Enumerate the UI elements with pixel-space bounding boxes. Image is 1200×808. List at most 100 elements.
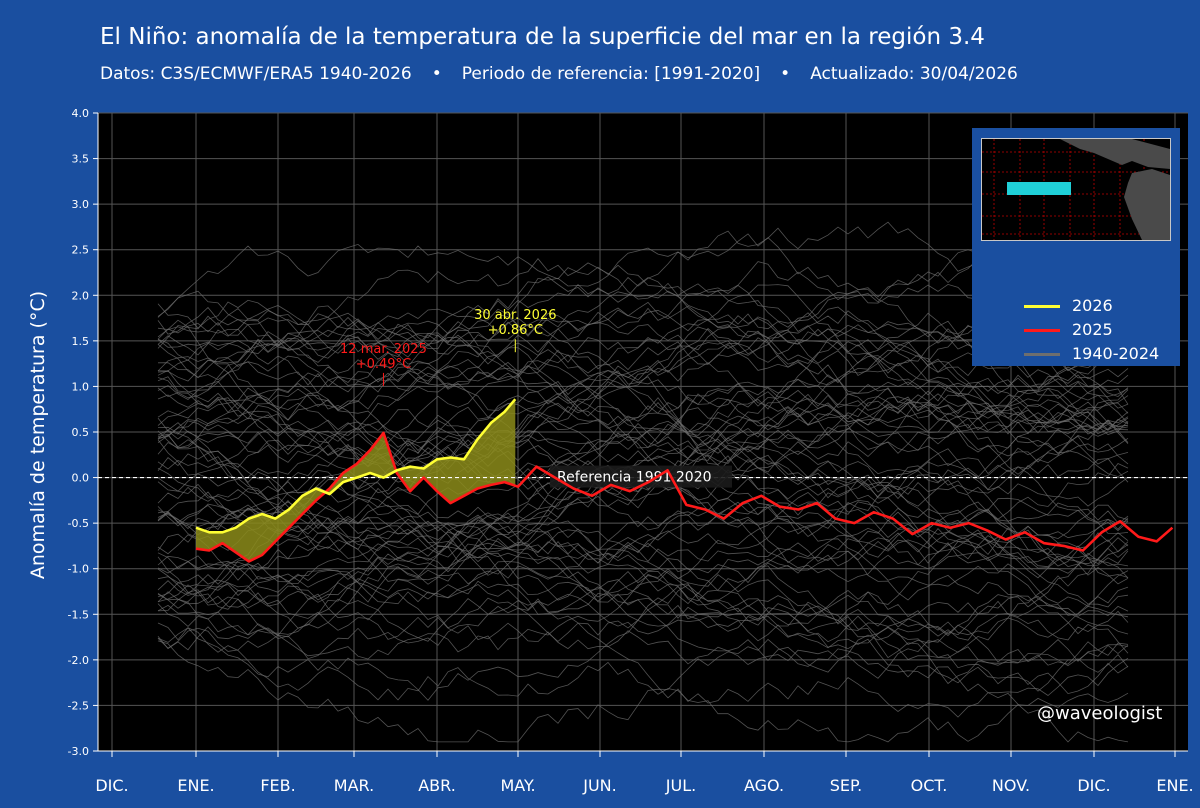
axes: 4.0 3.5 3.0 2.5 2.0 1.5 1.0 0.5 0.0 -0.5 -1.0 -1.5 -… xyxy=(68,107,1194,795)
y-tick-label: -3.0 xyxy=(68,745,89,758)
historic-year-line xyxy=(157,379,1129,471)
historic-year-line xyxy=(157,560,1129,638)
north-america-landmass xyxy=(1060,139,1170,169)
x-tick-label: NOV. xyxy=(992,776,1030,795)
historic-year-line xyxy=(157,305,1129,426)
historic-year-line xyxy=(157,592,1129,663)
historic-lines-1940-2024 xyxy=(157,208,1129,743)
historic-year-line xyxy=(157,511,1129,617)
legend-label-2025: 2025 xyxy=(1072,320,1113,339)
historic-year-line xyxy=(157,638,1129,743)
historic-year-line xyxy=(157,517,1129,622)
historic-year-line xyxy=(157,514,1129,635)
subtitle-reference-period: Periodo de referencia: [1991-2020] xyxy=(461,64,761,84)
historic-year-line xyxy=(157,319,1129,450)
historic-year-line xyxy=(157,517,1129,692)
historic-year-line xyxy=(157,542,1129,651)
historic-year-line xyxy=(157,366,1129,495)
chart-title: El Niño: anomalía de la temperatura de l… xyxy=(100,24,985,50)
data-series xyxy=(195,398,1174,563)
y-tick-label: 4.0 xyxy=(72,107,90,120)
legend-label-2026: 2026 xyxy=(1072,296,1113,315)
historic-year-line xyxy=(157,513,1129,718)
y-tick-label: -0.5 xyxy=(68,517,89,530)
historic-year-line xyxy=(157,466,1129,583)
x-tick-label: JUN. xyxy=(582,776,616,795)
historic-year-line xyxy=(157,258,1129,435)
historic-year-line xyxy=(157,500,1129,641)
x-tick-label: ENE. xyxy=(177,776,214,795)
historic-year-line xyxy=(157,516,1129,695)
y-tick-label: 2.0 xyxy=(72,289,90,302)
legend-swatch-historic xyxy=(1024,353,1060,356)
legend-swatch-2026 xyxy=(1024,305,1060,308)
y-tick-label: 3.0 xyxy=(72,198,90,211)
historic-year-line xyxy=(157,504,1129,673)
x-tick-label: ABR. xyxy=(418,776,456,795)
x-tick-label: SEP. xyxy=(830,776,863,795)
historic-year-line xyxy=(157,361,1129,535)
historic-year-line xyxy=(157,320,1129,459)
reference-label-background xyxy=(550,465,732,488)
historic-year-line xyxy=(157,310,1129,444)
subtitle-updated: Actualizado: 30/04/2026 xyxy=(810,64,1018,84)
historic-year-line xyxy=(157,370,1129,499)
historic-year-line xyxy=(157,290,1129,465)
subtitle-separator: • xyxy=(780,64,791,84)
annotation-date: 12 mar. 2025 xyxy=(340,342,427,357)
reference-label-group: Referencia 1991 2020 xyxy=(550,465,732,488)
x-tick-label: DIC. xyxy=(95,776,128,795)
historic-year-line xyxy=(157,327,1129,495)
legend-label-historic: 1940-2024 xyxy=(1072,344,1160,363)
series-line-2026 xyxy=(195,398,517,534)
y-tick-label: 0.0 xyxy=(72,472,90,485)
historic-year-line xyxy=(157,430,1129,580)
historic-year-line xyxy=(157,354,1129,484)
historic-year-line xyxy=(157,221,1129,350)
historic-year-line xyxy=(157,532,1129,701)
x-tick-label: AGO. xyxy=(744,776,784,795)
x-tick-label: DIC. xyxy=(1077,776,1110,795)
y-tick-label: 0.5 xyxy=(72,426,90,439)
y-tick-label: 1.0 xyxy=(72,380,90,393)
historic-year-line xyxy=(157,526,1129,653)
historic-year-line xyxy=(157,315,1129,501)
x-tick-label: MAR. xyxy=(334,776,374,795)
reference-label: Referencia 1991 2020 xyxy=(557,470,712,486)
nino34-region-box xyxy=(1007,182,1071,195)
y-tick-label: 3.5 xyxy=(72,153,90,166)
historic-year-line xyxy=(157,486,1129,584)
historic-year-line xyxy=(157,243,1129,435)
historic-year-line xyxy=(157,208,1129,382)
historic-year-line xyxy=(157,398,1129,480)
y-tick-label: -1.0 xyxy=(68,563,89,576)
chart-subtitle: Datos: C3S/ECMWF/ERA5 1940-2026 • Periodo … xyxy=(100,64,1018,84)
historic-year-line xyxy=(157,592,1129,673)
x-tick-label: JUL. xyxy=(665,776,696,795)
series-line-2025 xyxy=(195,431,1174,563)
historic-year-line xyxy=(157,622,1129,743)
annotation-date: 30 abr. 2026 xyxy=(474,308,556,323)
x-tick-label: MAY. xyxy=(500,776,535,795)
historic-year-line xyxy=(157,452,1129,583)
y-tick-label: 1.5 xyxy=(72,335,90,348)
anomaly-fill-areas xyxy=(196,399,516,562)
legend-swatch-2025 xyxy=(1024,329,1060,332)
historic-year-line xyxy=(157,233,1129,447)
annotation-value: +0.86°C xyxy=(488,323,543,338)
x-tick-label: FEB. xyxy=(260,776,295,795)
historic-year-line xyxy=(157,474,1129,629)
x-tick-label: ENE. xyxy=(1156,776,1193,795)
legend: 2026 2025 1940-2024 xyxy=(972,128,1180,366)
subtitle-separator: • xyxy=(431,64,442,84)
historic-year-line xyxy=(157,284,1129,424)
y-tick-label: -2.0 xyxy=(68,654,89,667)
historic-year-line xyxy=(157,310,1129,388)
historic-year-line xyxy=(157,565,1129,685)
historic-year-line xyxy=(157,394,1129,569)
historic-year-line xyxy=(157,531,1129,642)
y-tick-label: -1.5 xyxy=(68,608,89,621)
annotations: 12 mar. 2025+0.49°C 30 abr. 2026+0.86°C xyxy=(340,308,557,386)
y-tick-label: 2.5 xyxy=(72,244,90,257)
